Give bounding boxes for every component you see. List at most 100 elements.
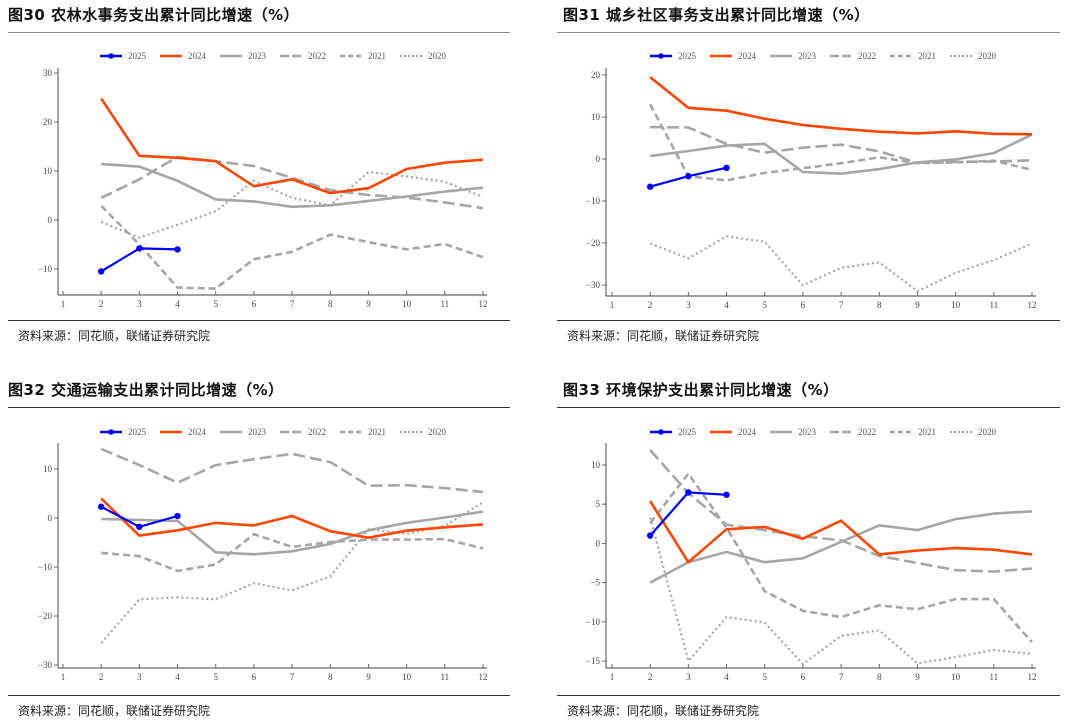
x-tick-label: 9 xyxy=(366,299,371,309)
y-tick-label: 5 xyxy=(596,499,601,509)
legend-item-2021: 2021 xyxy=(340,427,386,437)
legend-label: 2022 xyxy=(858,51,876,61)
y-tick-label: 10 xyxy=(591,112,601,122)
x-tick-label: 12 xyxy=(479,672,488,682)
legend-label: 2020 xyxy=(978,51,997,61)
x-tick-label: 9 xyxy=(915,300,920,310)
legend-item-2023: 2023 xyxy=(220,51,267,61)
legend-item-2022: 2022 xyxy=(830,51,876,61)
legend-item-2024: 2024 xyxy=(710,427,757,437)
x-tick-label: 10 xyxy=(402,299,412,309)
source-divider xyxy=(8,695,510,696)
data-point-2025 xyxy=(723,491,730,498)
x-tick-label: 6 xyxy=(801,672,806,682)
legend-item-2023: 2023 xyxy=(770,51,817,61)
x-tick-label: 5 xyxy=(762,300,767,310)
y-tick-label: −10 xyxy=(38,264,53,274)
x-tick-label: 11 xyxy=(440,299,449,309)
source-note: 资料来源：同花顺，联储证券研究院 xyxy=(18,329,211,343)
x-tick-label: 2 xyxy=(648,672,653,682)
x-tick-label: 4 xyxy=(175,299,180,309)
legend-label: 2024 xyxy=(738,427,757,437)
x-tick-label: 7 xyxy=(290,672,295,682)
x-tick-label: 12 xyxy=(1028,672,1037,682)
legend-label: 2022 xyxy=(308,51,326,61)
legend-label: 2024 xyxy=(738,51,757,61)
data-point-2025 xyxy=(685,173,692,180)
legend-item-2021: 2021 xyxy=(890,427,936,437)
y-tick-label: −20 xyxy=(38,611,53,621)
y-tick-label: −10 xyxy=(586,196,601,206)
x-tick-label: 7 xyxy=(290,299,295,309)
data-point-2025 xyxy=(136,245,143,252)
legend-marker xyxy=(108,429,114,435)
legend-item-2020: 2020 xyxy=(400,427,447,437)
series-line-2022 xyxy=(100,155,484,210)
x-tick-label: 1 xyxy=(610,300,615,310)
legend-item-2023: 2023 xyxy=(770,427,817,437)
y-tick-label: −30 xyxy=(586,280,601,290)
x-tick-label: 3 xyxy=(686,672,691,682)
y-tick-label: 10 xyxy=(43,166,53,176)
panel-chart-30: 图30 农林水事务支出累计同比增速（%） 30 20 10 0 −10 1 2 3 4 5 6 7 8 9… xyxy=(0,0,520,360)
x-tick-label: 5 xyxy=(213,672,218,682)
y-tick-label: 0 xyxy=(596,154,601,164)
source-divider xyxy=(8,320,510,321)
y-tick-label: 0 xyxy=(596,538,601,548)
legend-label: 2020 xyxy=(428,51,447,61)
legend-marker xyxy=(658,429,664,435)
legend-label: 2022 xyxy=(858,427,876,437)
title-divider xyxy=(8,407,510,408)
x-tick-label: 10 xyxy=(951,300,961,310)
x-tick-label: 8 xyxy=(328,672,333,682)
x-tick-label: 10 xyxy=(402,672,412,682)
series-line-2024 xyxy=(100,97,484,195)
x-tick-label: 8 xyxy=(877,300,882,310)
legend-label: 2021 xyxy=(368,51,386,61)
legend-label: 2020 xyxy=(978,427,997,437)
series-line-2022 xyxy=(100,447,484,494)
x-tick-label: 4 xyxy=(175,672,180,682)
x-tick-label: 2 xyxy=(648,300,653,310)
series-line-2021 xyxy=(100,204,484,290)
x-tick-label: 10 xyxy=(951,672,961,682)
legend-item-2022: 2022 xyxy=(280,51,326,61)
title-divider xyxy=(557,407,1060,408)
y-tick-label: 30 xyxy=(43,68,53,78)
chart-title: 图32 交通运输支出累计同比增速（%） xyxy=(8,381,284,399)
x-tick-label: 11 xyxy=(989,300,998,310)
series-line-2023 xyxy=(650,133,1033,175)
legend-item-2020: 2020 xyxy=(950,51,997,61)
panel-chart-32: 图32 交通运输支出累计同比增速（%） 10 0 −10 −20 −30 1 2 3 4 5 6 7 8… xyxy=(0,375,520,723)
x-tick-label: 3 xyxy=(686,300,691,310)
legend-label: 2024 xyxy=(188,427,207,437)
x-tick-label: 2 xyxy=(99,672,104,682)
y-tick-label: 20 xyxy=(43,117,53,127)
x-tick-label: 5 xyxy=(213,299,218,309)
x-tick-label: 12 xyxy=(1028,300,1037,310)
legend-item-2021: 2021 xyxy=(340,51,386,61)
legend-item-2020: 2020 xyxy=(400,51,447,61)
legend-label: 2023 xyxy=(798,427,817,437)
data-point-2025 xyxy=(646,532,654,539)
legend-label: 2023 xyxy=(248,427,267,437)
legend-label: 2022 xyxy=(308,427,326,437)
x-tick-label: 3 xyxy=(137,299,142,309)
chart-title: 图31 城乡社区事务支出累计同比增速（%） xyxy=(563,6,870,24)
series-line-2024 xyxy=(100,497,484,539)
legend-item-2022: 2022 xyxy=(830,427,876,437)
x-tick-label: 1 xyxy=(610,672,615,682)
y-tick-label: 20 xyxy=(591,70,601,80)
x-tick-label: 2 xyxy=(99,299,104,309)
x-tick-label: 8 xyxy=(877,672,882,682)
series-line-2022 xyxy=(650,125,1033,165)
x-tick-label: 6 xyxy=(252,299,257,309)
data-point-2025 xyxy=(97,503,105,510)
y-tick-label: 0 xyxy=(48,215,53,225)
series-line-2020 xyxy=(649,235,1033,293)
source-note: 资料来源：同花顺，联储证券研究院 xyxy=(18,704,211,718)
x-tick-label: 12 xyxy=(479,299,488,309)
